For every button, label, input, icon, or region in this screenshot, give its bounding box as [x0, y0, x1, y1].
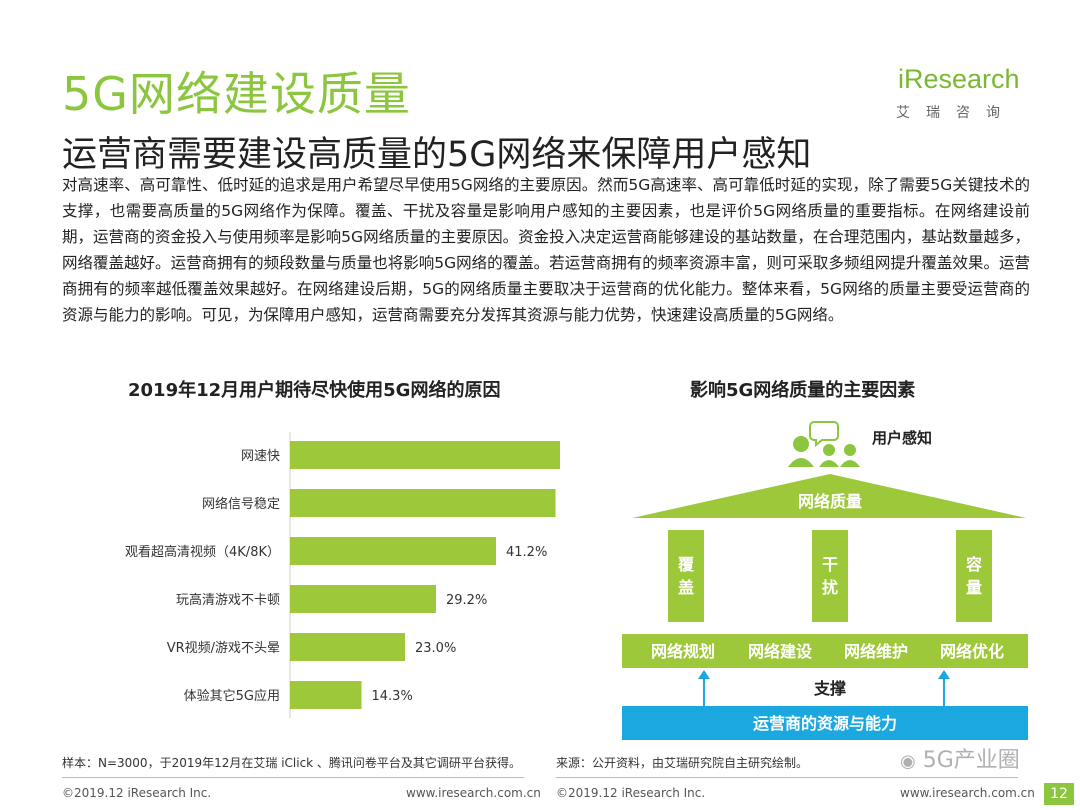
page-number: 12 — [1044, 783, 1074, 805]
bar-4 — [290, 633, 405, 661]
pillar-coverage-char-2: 盖 — [678, 578, 694, 597]
value-label-3: 29.2% — [446, 593, 487, 608]
footer-copyright-left: ©2019.12 iResearch Inc. — [62, 786, 212, 800]
chart-title: 2019年12月用户期待尽快使用5G网络的原因 — [128, 380, 501, 401]
capability-construction: 网络建设 — [748, 642, 813, 661]
page-title: 5G网络建设质量 — [62, 67, 411, 121]
category-label-0: 网速快 — [241, 449, 280, 464]
network-quality-roof — [632, 474, 1026, 518]
footer-url-left: www.iresearch.com.cn — [406, 786, 541, 800]
pillar-capacity-char-2: 量 — [966, 578, 982, 597]
sample-note: 样本：N=3000，于2019年12月在艾瑞 iClick 、腾讯问卷平台及其它… — [62, 756, 521, 770]
bar-0 — [290, 441, 560, 469]
pillar-coverage-char-1: 覆 — [677, 555, 695, 574]
resources-base — [622, 706, 1028, 740]
resources-label: 运营商的资源与能力 — [753, 714, 897, 733]
capability-planning: 网络规划 — [651, 642, 715, 661]
watermark-text: 5G产业圈 — [922, 748, 1020, 773]
footer-copyright-right: ©2019.12 iResearch Inc. — [556, 786, 706, 800]
footer-divider-right — [556, 777, 1018, 778]
user-group-icon — [788, 421, 860, 467]
bar-5 — [290, 681, 362, 709]
category-label-5: 体验其它5G应用 — [184, 688, 280, 704]
category-label-2: 观看超高清视频（4K/8K） — [125, 544, 280, 560]
footer-url-right: www.iresearch.com.cn — [900, 786, 1035, 800]
pillar-interference — [812, 530, 848, 622]
wechat-icon: ◉ — [900, 751, 916, 772]
pillar-interference-char-1: 干 — [822, 555, 838, 574]
capability-maintenance: 网络维护 — [844, 642, 908, 661]
page-subtitle: 运营商需要建设高质量的5G网络来保障用户感知 — [62, 135, 812, 175]
value-label-4: 23.0% — [415, 641, 456, 656]
category-label-4: VR视频/游戏不头晕 — [167, 641, 280, 656]
capability-optimization: 网络优化 — [940, 642, 1004, 661]
value-label-5: 14.3% — [372, 689, 413, 704]
bar-3 — [290, 585, 436, 613]
bar-1 — [290, 489, 556, 517]
diagram-title: 影响5G网络质量的主要因素 — [690, 380, 916, 401]
pillar-interference-char-2: 扰 — [822, 578, 838, 597]
value-label-2: 41.2% — [506, 545, 547, 560]
watermark: ◉ 5G产业圈 — [900, 742, 1050, 778]
capabilities-band — [622, 634, 1028, 668]
category-label-3: 玩高清游戏不卡顿 — [176, 592, 280, 608]
logo-wordmark: iResearch — [898, 64, 1020, 94]
bar-2 — [290, 537, 496, 565]
support-label: 支撑 — [813, 679, 846, 698]
pillar-capacity-char-1: 容 — [965, 555, 982, 574]
footer-divider-left — [62, 777, 524, 778]
pillar-coverage — [668, 530, 704, 622]
user-perception-label: 用户感知 — [872, 429, 932, 447]
pillar-capacity — [956, 530, 992, 622]
category-label-1: 网络信号稳定 — [202, 496, 280, 512]
body-paragraph: 对高速率、高可靠性、低时延的追求是用户希望尽早使用5G网络的主要原因。然而5G高… — [62, 176, 1030, 324]
iresearch-logo: iResearch 艾瑞咨询 — [880, 60, 1040, 130]
source-note: 来源：公开资料，由艾瑞研究院自主研究绘制。 — [556, 756, 809, 770]
network-quality-label: 网络质量 — [798, 492, 862, 511]
bar-chart-svg: 网速快55.5%网络信号稳定53.1%观看超高清视频（4K/8K）41.2%玩高… — [125, 432, 560, 718]
support-arrow-right — [938, 670, 950, 706]
logo-subtitle: 艾瑞咨询 — [896, 105, 1016, 121]
bar-chart: 2019年12月用户期待尽快使用5G网络的原因 网速快55.5%网络信号稳定53… — [60, 370, 560, 750]
support-arrow-left — [698, 670, 710, 706]
